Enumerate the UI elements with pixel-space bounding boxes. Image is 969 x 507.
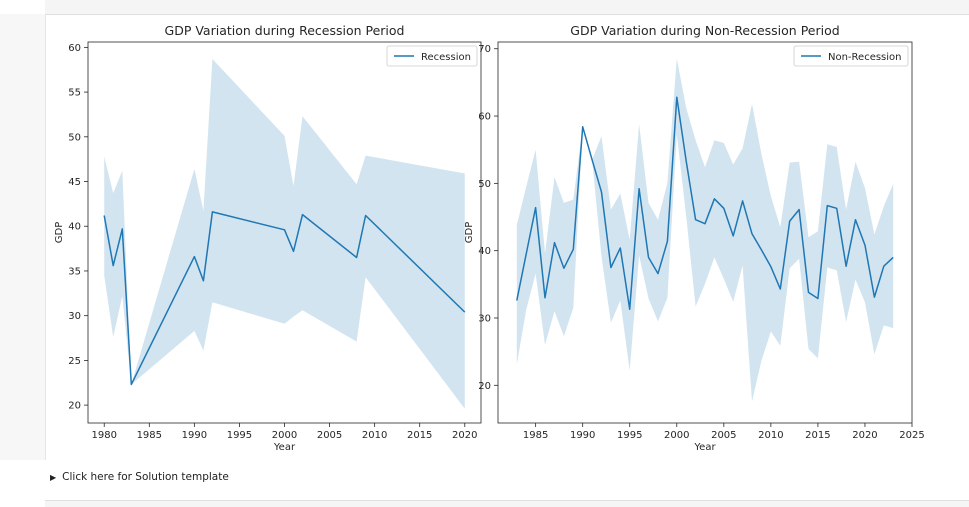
chart-2-x-axis-label: Year [693,442,716,453]
chart-2-x-tick-label: 2010 [758,430,783,441]
chart-1-x-axis-label: Year [273,442,296,453]
chart-1-y-tick-label: 30 [68,311,81,322]
chart-1-y-tick-label: 40 [68,222,81,233]
chart-1-x-tick-label: 2000 [272,430,297,441]
chart-1-y-tick-label: 20 [68,401,81,412]
chart-1-y-tick-label: 60 [68,43,81,54]
non-recession-chart: GDP Variation during Non-Recession Perio… [464,23,925,453]
chart-1-legend-box [386,45,478,67]
chart-2-x-tick-label: 2025 [899,430,924,441]
next-cell-strip [45,500,969,507]
chart-1-x-tick-label: 1995 [227,430,252,441]
chart-1-x-tick-label: 1990 [182,430,207,441]
chart-1-x-tick-label: 1985 [137,430,162,441]
chart-1-x-tick-label: 2005 [317,430,342,441]
chart-2-axes-frame [497,41,913,424]
chart-2-title: GDP Variation during Non-Recession Perio… [570,23,839,38]
chart-1-title: GDP Variation during Recession Period [165,23,405,38]
chart-1-x-tick-label: 2020 [452,430,477,441]
chart-1-x-tick-label: 2010 [362,430,387,441]
chart-1-y-axis-label: GDP [54,222,65,243]
chart-2-x-tick-label: 1995 [617,430,642,441]
chart-2-confidence-band [516,58,894,402]
chart-2-x-tick-label: 2005 [711,430,736,441]
previous-cell-strip [45,0,969,15]
chart-2-legend: Non-Recession [793,45,909,67]
chart-1-confidence-band [104,59,465,409]
chart-1-legend: Recession [386,45,478,67]
output-gutter [0,14,46,460]
chart-2-y-axis-label: GDP [464,222,475,243]
chart-2-y-tick-label: 20 [478,381,491,392]
chart-2-y-tick-label: 40 [478,246,491,257]
figure: GDP Variation during Recession Period 198… [45,14,969,460]
chart-2-legend-entry: Non-Recession [828,52,902,63]
chart-2-y-tick-label: 70 [478,44,491,55]
chart-1-y-tick-label: 55 [68,88,81,99]
chart-2-y-tick-label: 50 [478,179,491,190]
recession-chart: GDP Variation during Recession Period 198… [54,23,482,453]
solution-template-toggle[interactable]: ▶ Click here for Solution template [50,471,229,483]
chart-1-y-tick-label: 35 [68,266,81,277]
disclosure-triangle-icon: ▶ [50,473,57,482]
chart-1-y-tick-label: 25 [68,356,81,367]
chart-2-x-tick-label: 2015 [805,430,830,441]
chart-2-x-tick-label: 2000 [664,430,689,441]
chart-1-y-tick-label: 45 [68,177,81,188]
chart-1-x-tick-label: 2015 [407,430,432,441]
chart-1-y-tick-label: 50 [68,132,81,143]
chart-2-series-line [516,96,894,310]
chart-2-x-tick-label: 1985 [523,430,548,441]
solution-template-label: Click here for Solution template [62,471,229,483]
chart-1-series-line [103,211,466,386]
chart-2-x-tick-label: 2020 [852,430,877,441]
chart-2-legend-box [793,45,909,67]
chart-1-x-tick-label: 1980 [91,430,116,441]
figure-canvas: GDP Variation during Recession Period 198… [54,23,925,453]
chart-2-y-tick-label: 60 [478,112,491,123]
chart-1-legend-entry: Recession [421,52,471,63]
chart-2-y-tick-label: 30 [478,313,491,324]
chart-2-x-tick-label: 1990 [570,430,595,441]
